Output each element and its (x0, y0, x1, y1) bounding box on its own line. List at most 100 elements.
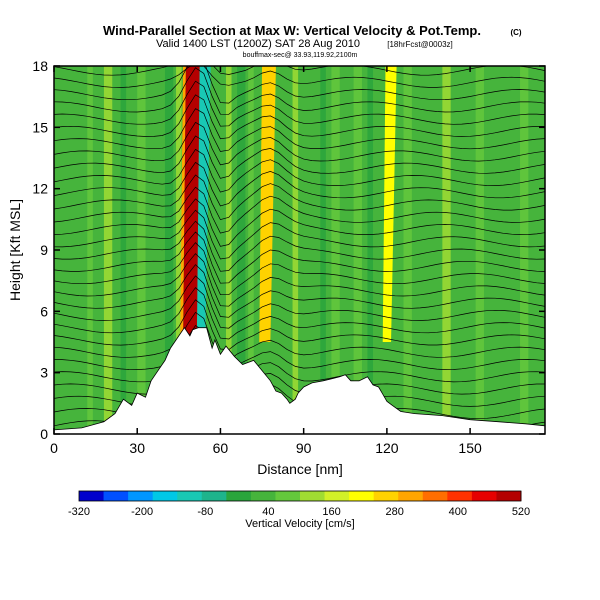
y-tick-label: 9 (40, 242, 48, 258)
velocity-streak (67, 66, 77, 434)
chart-title: Wind-Parallel Section at Max W: Vertical… (103, 23, 481, 38)
velocity-streak (137, 66, 146, 434)
y-tick-label: 18 (32, 58, 48, 74)
isentrope-line (54, 231, 545, 284)
x-tick-label: 90 (296, 440, 312, 456)
colorbar-swatch (201, 491, 227, 501)
isentrope-line (54, 198, 545, 247)
x-axis-label: Distance [nm] (257, 461, 343, 477)
colorbar-swatch (152, 491, 178, 501)
colorbar-swatch (300, 491, 326, 501)
colorbar: -320 -200 -80 40 160 280 400 520 (68, 490, 530, 518)
chart-subtitle-suffix: [18hrFcst@0003z] (387, 40, 452, 49)
velocity-streak (353, 66, 362, 434)
chart-subtitle: Valid 1400 LST (1200Z) SAT 28 Aug 2010 (156, 38, 360, 50)
velocity-streak (475, 66, 484, 434)
colorbar-label: Vertical Velocity [cm/s] (245, 518, 354, 530)
velocity-streak (459, 66, 465, 434)
x-tick-label: 120 (375, 440, 399, 456)
velocity-streak (442, 66, 451, 434)
colorbar-swatch (373, 491, 399, 501)
isentrope-line (54, 264, 545, 318)
colorbar-swatch (79, 491, 105, 501)
velocity-streak (164, 66, 174, 434)
colorbar-frame (78, 490, 522, 502)
y-axis-label: Height [Kft MSL] (7, 199, 23, 301)
velocity-column (382, 66, 397, 342)
isentrope-line (54, 275, 545, 329)
velocity-streak (225, 66, 232, 434)
isentrope-line (54, 121, 545, 166)
velocity-streak (214, 66, 224, 434)
terrain (54, 326, 545, 434)
velocity-column (196, 66, 211, 342)
x-tick-label: 60 (213, 440, 229, 456)
velocity-streak (342, 66, 349, 434)
colorbar-swatch (349, 491, 375, 501)
y-tick-label: 6 (40, 303, 48, 319)
velocity-streak (367, 66, 374, 434)
velocity-streak (87, 66, 93, 434)
isentrope-line (54, 253, 545, 307)
velocity-streak (403, 66, 412, 434)
colorbar-tick-label: 160 (322, 506, 340, 518)
colorbar-tick-label: -80 (197, 506, 213, 518)
isentrope-line (54, 108, 545, 152)
plot-area (54, 66, 545, 434)
x-tick-label: 0 (50, 440, 58, 456)
x-tick-label: 150 (458, 440, 482, 456)
velocity-streak (153, 66, 160, 434)
colorbar-swatch (275, 491, 301, 501)
x-tick-label: 30 (129, 440, 145, 456)
velocity-column (259, 66, 276, 342)
velocity-streak (120, 66, 127, 434)
axes: 0 30 60 90 120 150 0 3 6 9 12 15 18 (32, 58, 545, 456)
y-tick-label: 0 (40, 426, 48, 442)
isentrope-line (54, 209, 545, 260)
copyright-mark: (C) (510, 28, 521, 37)
isentrope-line (54, 220, 545, 272)
velocity-streak (292, 66, 299, 434)
isentrope-line (54, 299, 545, 351)
colorbar-swatch (128, 491, 154, 501)
colorbar-swatch (471, 491, 497, 501)
velocity-streak (176, 66, 182, 434)
isentrope-line (54, 325, 545, 373)
isentrope-line (54, 80, 545, 127)
velocity-streak (520, 66, 529, 434)
colorbar-swatch (398, 491, 424, 501)
y-tick-label: 3 (40, 365, 48, 381)
chart-sub-subtitle: bouffmax-sec@ 33.93,119.92,2100m (243, 52, 358, 59)
isentrope-line (54, 94, 545, 140)
isentrope-line (54, 67, 545, 115)
colorbar-tick-label: 40 (262, 506, 274, 518)
velocity-streak (103, 66, 113, 434)
y-tick-label: 15 (32, 119, 48, 135)
colorbar-tick-label: 280 (386, 506, 404, 518)
velocity-streak (331, 66, 340, 434)
isentrope-line (54, 148, 545, 193)
isentrope-line (54, 174, 545, 221)
isentrope-line (54, 135, 545, 179)
velocity-streak (281, 66, 290, 434)
colorbar-tick-label: -200 (131, 506, 153, 518)
colorbar-swatch (177, 491, 203, 501)
colorbar-swatch (447, 491, 473, 501)
isentrope-line (54, 161, 545, 207)
colorbar-tick-label: -320 (68, 506, 90, 518)
velocity-streak (420, 66, 426, 434)
isentrope-line (54, 66, 545, 104)
colorbar-swatch (103, 491, 129, 501)
colorbar-swatch (324, 491, 350, 501)
isentrope-line (54, 338, 545, 385)
colorbar-tick-label: 520 (512, 506, 530, 518)
colorbar-swatch (226, 491, 252, 501)
y-tick-label: 12 (32, 181, 48, 197)
velocity-streak (237, 66, 246, 434)
colorbar-swatch (496, 491, 522, 501)
colorbar-tick-label: 400 (449, 506, 467, 518)
colorbar-swatch (250, 491, 276, 501)
isentrope-line (54, 287, 545, 340)
colorbar-swatch (422, 491, 448, 501)
